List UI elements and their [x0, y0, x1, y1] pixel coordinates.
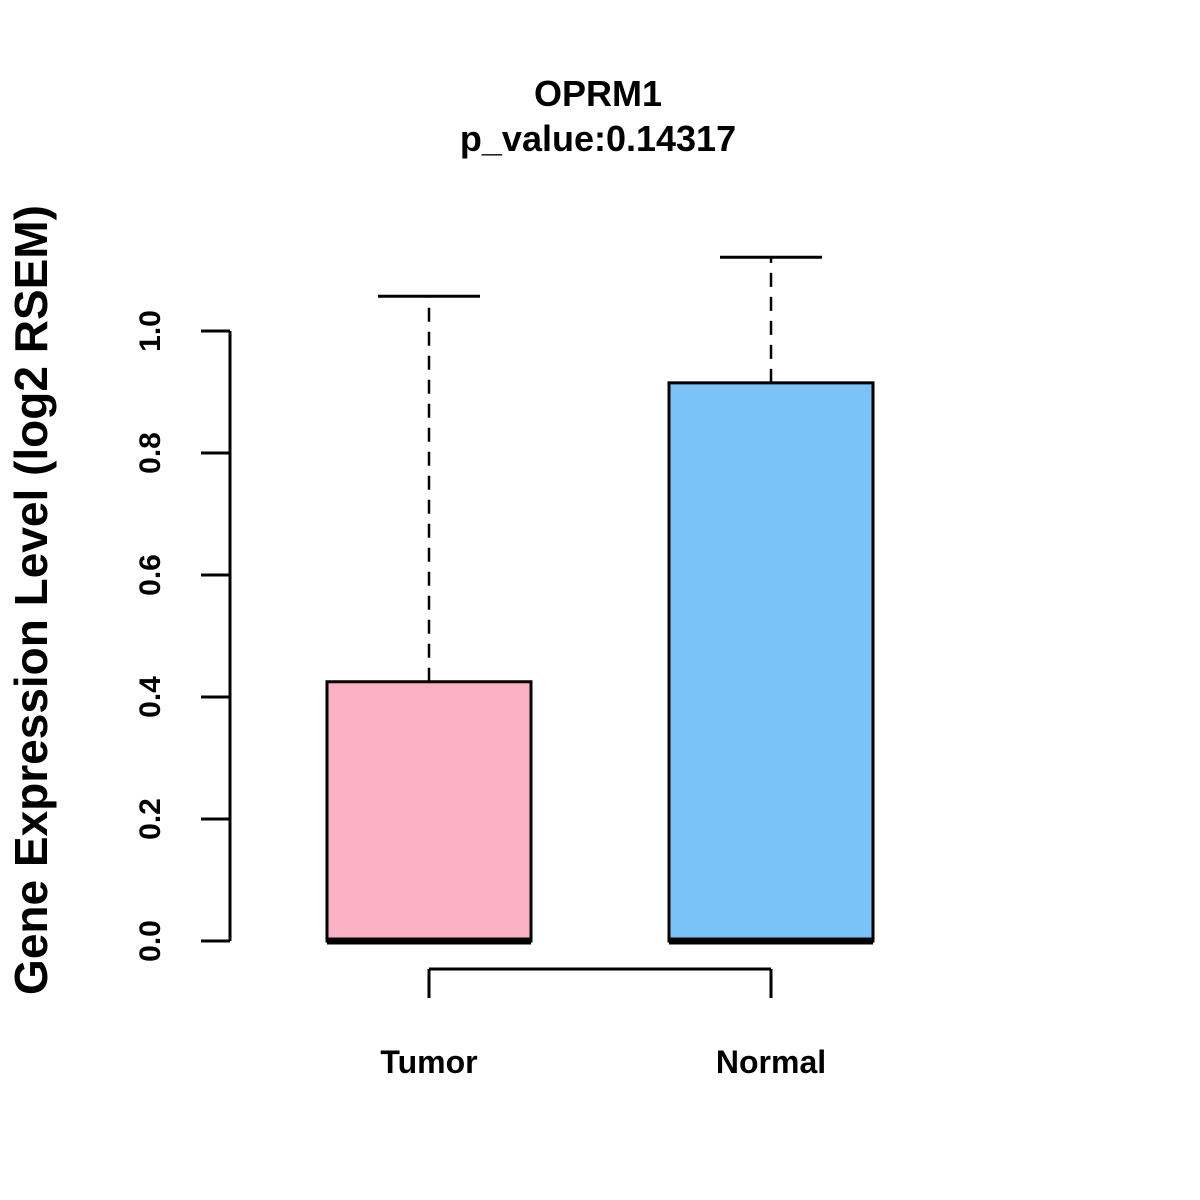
box-normal	[667, 381, 875, 943]
x-tick-label-normal: Normal	[716, 1044, 826, 1080]
y-tick-label: 0.4	[134, 676, 167, 718]
boxes	[325, 255, 875, 945]
y-tick-label: 0.0	[134, 920, 167, 962]
y-tick-label: 1.0	[134, 310, 167, 352]
y-tick-label: 0.2	[134, 798, 167, 840]
y-axis-label: Gene Expression Level (log2 RSEM)	[5, 205, 57, 995]
y-axis: 0.0 0.2 0.4 0.6 0.8 1.0	[134, 310, 232, 962]
x-tick-label-tumor: Tumor	[380, 1044, 477, 1080]
y-tick-label: 0.8	[134, 432, 167, 474]
x-axis: Tumor Normal	[380, 967, 826, 1080]
y-tick-label: 0.6	[134, 554, 167, 596]
box-tumor	[325, 680, 533, 943]
chart-subtitle: p_value:0.14317	[460, 118, 736, 159]
chart-title: OPRM1	[534, 73, 662, 114]
